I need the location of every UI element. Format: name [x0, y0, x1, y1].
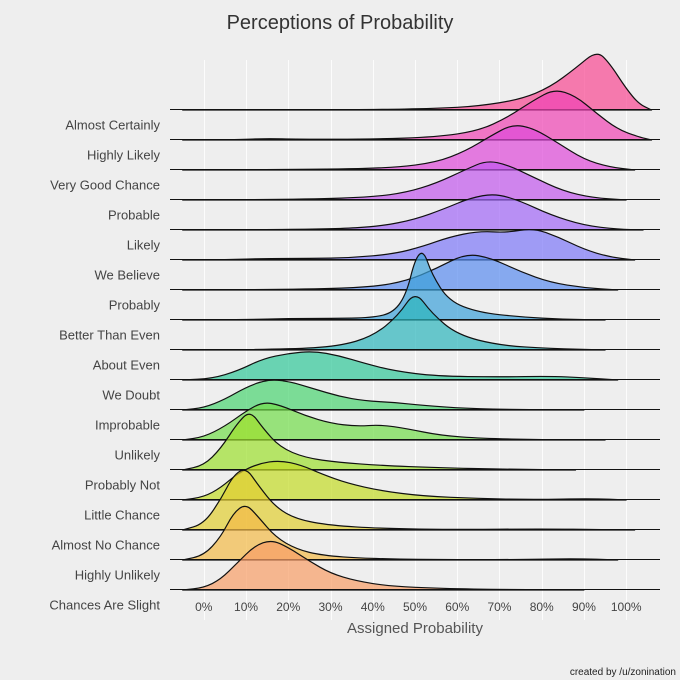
x-tick-label: 0%: [195, 600, 212, 614]
x-tick-label: 40%: [361, 600, 385, 614]
x-tick-label: 50%: [403, 600, 427, 614]
ridgeline-chart: Perceptions of Probability Assigned Prob…: [0, 0, 680, 680]
ridge-row: [170, 520, 660, 590]
category-label: Improbable: [95, 418, 160, 433]
chart-title: Perceptions of Probability: [0, 12, 680, 35]
category-label: Little Chance: [84, 508, 160, 523]
category-label: Unlikely: [114, 448, 160, 463]
category-label: Probably: [109, 298, 160, 313]
x-axis-label: Assigned Probability: [170, 620, 660, 637]
credit-text: created by /u/zonination: [570, 667, 676, 678]
x-tick-label: 10%: [234, 600, 258, 614]
plot-area: [170, 60, 660, 620]
category-label: Highly Likely: [87, 148, 160, 163]
x-tick-label: 90%: [572, 600, 596, 614]
category-label: Very Good Chance: [50, 178, 160, 193]
x-tick-label: 60%: [445, 600, 469, 614]
x-tick-label: 30%: [319, 600, 343, 614]
x-tick-label: 20%: [276, 600, 300, 614]
category-label: We Doubt: [102, 388, 160, 403]
category-label: Almost Certainly: [65, 118, 160, 133]
category-label: Likely: [127, 238, 160, 253]
category-label: Probably Not: [85, 478, 160, 493]
category-label: We Believe: [94, 268, 160, 283]
category-label: Probable: [108, 208, 160, 223]
density-curve: [183, 541, 584, 590]
x-tick-label: 100%: [611, 600, 642, 614]
category-label: Almost No Chance: [52, 538, 160, 553]
x-tick-label: 70%: [487, 600, 511, 614]
category-label: Highly Unlikely: [75, 568, 160, 583]
x-tick-label: 80%: [530, 600, 554, 614]
category-label: About Even: [93, 358, 160, 373]
category-label: Chances Are Slight: [49, 598, 160, 613]
category-label: Better Than Even: [59, 328, 160, 343]
ridge-baseline: [170, 589, 660, 590]
